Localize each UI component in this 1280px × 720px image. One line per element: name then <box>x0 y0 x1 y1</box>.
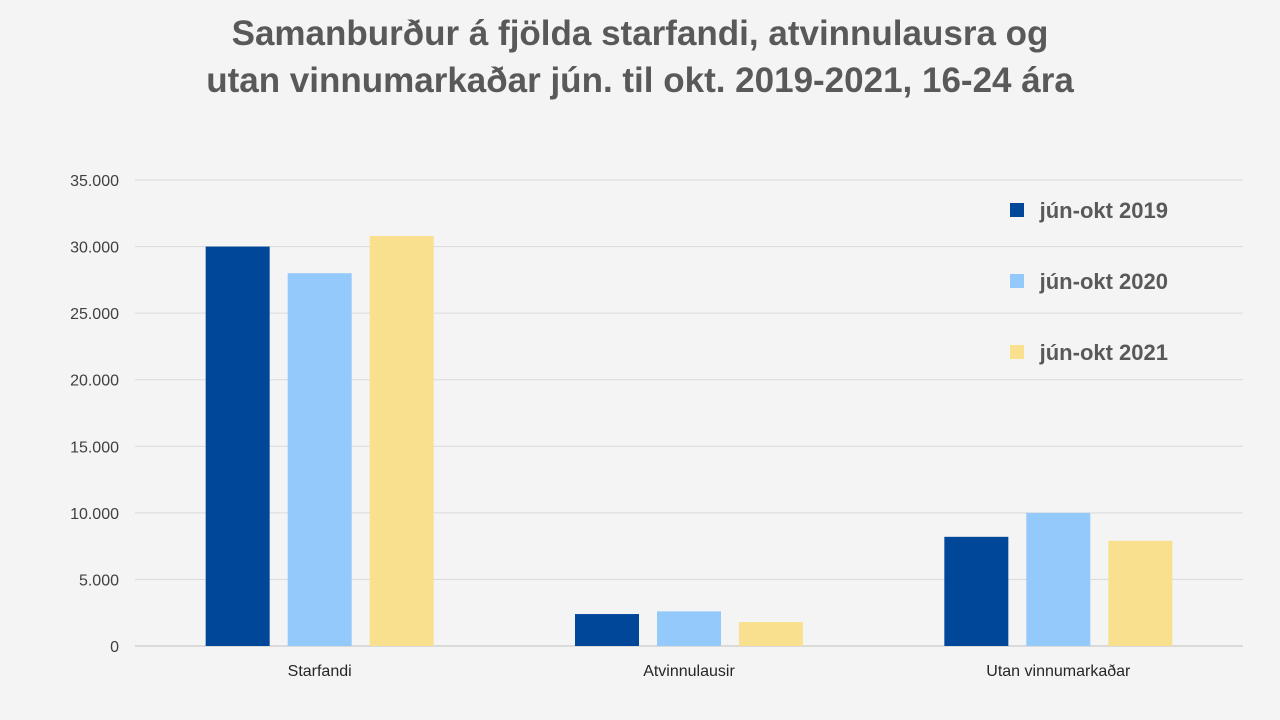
bar <box>369 235 434 647</box>
x-axis-categories: Starfandi Atvinnulausir Utan vinnumarkaðar <box>288 663 1131 680</box>
y-axis-ticks: 0 5.000 10.000 15.000 20.000 25.000 30.000 35.0… <box>70 173 119 656</box>
legend-swatch <box>1010 274 1024 288</box>
bar <box>657 611 721 646</box>
bars <box>205 235 1173 647</box>
y-tick-label: 30.000 <box>70 240 119 257</box>
bar <box>739 622 803 646</box>
legend-swatch <box>1010 203 1024 217</box>
legend-label: jún-okt 2021 <box>1039 340 1168 365</box>
x-category-label: Atvinnulausir <box>643 663 735 680</box>
legend-label: jún-okt 2019 <box>1039 198 1168 223</box>
legend-swatch <box>1010 345 1024 359</box>
y-tick-label: 20.000 <box>70 373 119 390</box>
legend: jún-okt 2019 jún-okt 2020 jún-okt 2021 <box>1010 198 1168 365</box>
y-tick-label: 5.000 <box>79 572 119 589</box>
y-tick-label: 10.000 <box>70 506 119 523</box>
y-tick-label: 35.000 <box>70 173 119 190</box>
bar <box>944 536 1009 646</box>
legend-label: jún-okt 2020 <box>1039 269 1168 294</box>
bar <box>1108 540 1173 646</box>
bar <box>287 273 352 646</box>
bar <box>205 246 270 647</box>
y-tick-label: 0 <box>110 639 119 656</box>
x-category-label: Starfandi <box>288 663 352 680</box>
bar <box>1026 512 1091 646</box>
chart-title: Samanburður á fjölda starfandi, atvinnul… <box>0 10 1280 104</box>
chart-title-line-1: Samanburður á fjölda starfandi, atvinnul… <box>231 14 1049 53</box>
chart-title-line-2: utan vinnumarkaðar jún. til okt. 2019-20… <box>206 61 1074 100</box>
y-tick-label: 15.000 <box>70 439 119 456</box>
bar <box>575 614 639 646</box>
y-tick-label: 25.000 <box>70 306 119 323</box>
x-category-label: Utan vinnumarkaðar <box>986 663 1131 680</box>
